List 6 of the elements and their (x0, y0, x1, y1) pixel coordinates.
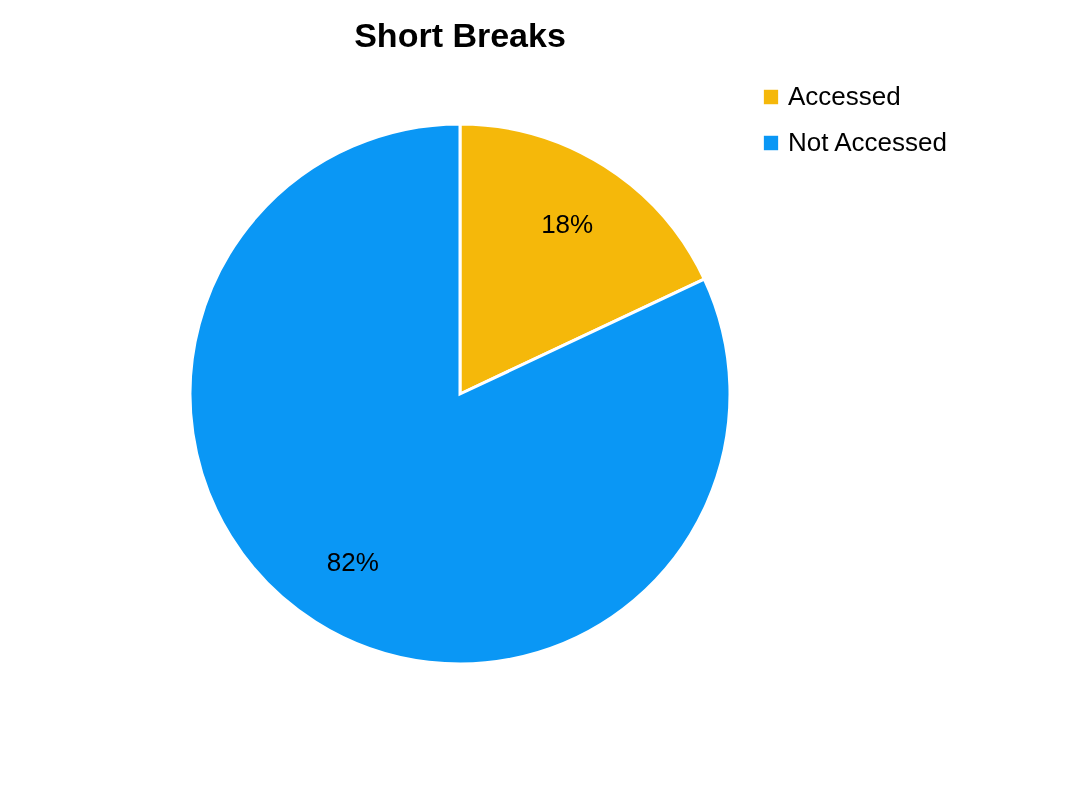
chart-title: Short Breaks (354, 16, 566, 54)
legend-label: Not Accessed (788, 127, 947, 157)
data-label: 18% (541, 209, 594, 240)
legend-label: Accessed (788, 81, 901, 111)
data-label: 82% (326, 546, 379, 577)
pie-slice (188, 122, 732, 666)
